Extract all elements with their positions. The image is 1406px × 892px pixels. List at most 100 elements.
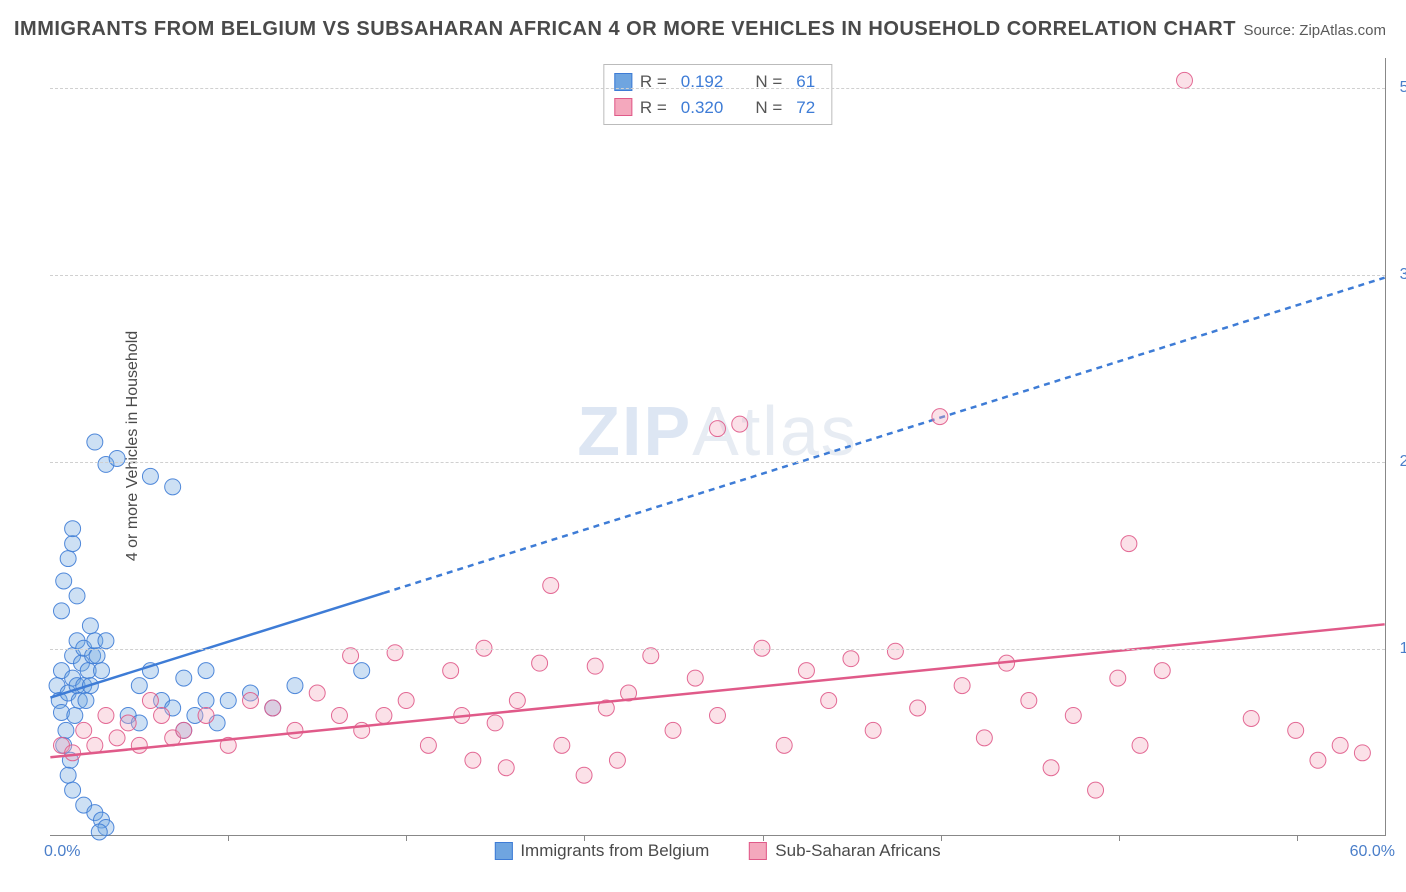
- x-minor-tick: [1119, 835, 1120, 841]
- legend-item-1: Immigrants from Belgium: [494, 841, 709, 861]
- scatter-point: [1088, 782, 1104, 798]
- x-minor-tick: [584, 835, 585, 841]
- scatter-point: [343, 648, 359, 664]
- scatter-point: [954, 678, 970, 694]
- scatter-point: [843, 651, 859, 667]
- ytick-label: 25.0%: [1400, 453, 1406, 471]
- r-label-2: R =: [640, 95, 667, 121]
- scatter-point: [89, 648, 105, 664]
- xtick-max: 60.0%: [1350, 843, 1395, 861]
- scatter-point: [420, 737, 436, 753]
- swatch-series2: [614, 98, 632, 116]
- bottom-legend: Immigrants from Belgium Sub-Saharan Afri…: [494, 841, 940, 861]
- scatter-point: [710, 421, 726, 437]
- scatter-point: [220, 693, 236, 709]
- scatter-point: [354, 663, 370, 679]
- x-minor-tick: [228, 835, 229, 841]
- stats-row-series1: R = 0.192 N = 61: [614, 69, 821, 95]
- scatter-point: [56, 573, 72, 589]
- scatter-point: [1021, 693, 1037, 709]
- scatter-point: [198, 663, 214, 679]
- scatter-point: [331, 707, 347, 723]
- scatter-point: [142, 468, 158, 484]
- scatter-point: [609, 752, 625, 768]
- scatter-point: [98, 633, 114, 649]
- scatter-point: [78, 693, 94, 709]
- scatter-point: [65, 536, 81, 552]
- scatter-point: [1043, 760, 1059, 776]
- scatter-point: [1065, 707, 1081, 723]
- scatter-point: [131, 737, 147, 753]
- r-value-1: 0.192: [681, 69, 724, 95]
- scatter-point: [87, 737, 103, 753]
- scatter-point: [776, 737, 792, 753]
- ytick-label: 50.0%: [1400, 79, 1406, 97]
- scatter-point: [976, 730, 992, 746]
- scatter-point: [710, 707, 726, 723]
- legend-label-2: Sub-Saharan Africans: [775, 841, 940, 861]
- scatter-point: [109, 730, 125, 746]
- scatter-point: [65, 782, 81, 798]
- scatter-point: [465, 752, 481, 768]
- n-label-1: N =: [755, 69, 782, 95]
- scatter-point: [154, 707, 170, 723]
- scatter-point: [176, 722, 192, 738]
- stats-row-series2: R = 0.320 N = 72: [614, 95, 821, 121]
- n-value-2: 72: [796, 95, 815, 121]
- scatter-point: [91, 824, 107, 840]
- scatter-point: [1310, 752, 1326, 768]
- gridline-h: [50, 462, 1385, 463]
- scatter-point: [60, 551, 76, 567]
- scatter-point: [487, 715, 503, 731]
- stats-legend-box: R = 0.192 N = 61 R = 0.320 N = 72: [603, 64, 832, 125]
- scatter-point: [87, 434, 103, 450]
- scatter-point: [1132, 737, 1148, 753]
- scatter-point: [176, 670, 192, 686]
- scatter-point: [109, 450, 125, 466]
- x-minor-tick: [941, 835, 942, 841]
- n-value-1: 61: [796, 69, 815, 95]
- scatter-point: [98, 707, 114, 723]
- scatter-point: [932, 409, 948, 425]
- scatter-point: [76, 722, 92, 738]
- ytick-label: 37.5%: [1400, 266, 1406, 284]
- scatter-svg: [50, 58, 1385, 835]
- scatter-point: [732, 416, 748, 432]
- source-attribution: Source: ZipAtlas.com: [1243, 22, 1386, 39]
- scatter-point: [643, 648, 659, 664]
- scatter-point: [443, 663, 459, 679]
- chart-title: IMMIGRANTS FROM BELGIUM VS SUBSAHARAN AF…: [14, 18, 1236, 41]
- scatter-point: [198, 693, 214, 709]
- scatter-point: [67, 707, 83, 723]
- scatter-point: [910, 700, 926, 716]
- scatter-point: [94, 663, 110, 679]
- scatter-point: [865, 722, 881, 738]
- scatter-point: [131, 678, 147, 694]
- scatter-point: [120, 715, 136, 731]
- scatter-point: [687, 670, 703, 686]
- scatter-point: [576, 767, 592, 783]
- scatter-point: [287, 678, 303, 694]
- x-minor-tick: [763, 835, 764, 841]
- xtick-min: 0.0%: [44, 843, 80, 861]
- scatter-point: [587, 658, 603, 674]
- scatter-point: [65, 745, 81, 761]
- scatter-point: [665, 722, 681, 738]
- legend-label-1: Immigrants from Belgium: [520, 841, 709, 861]
- scatter-point: [498, 760, 514, 776]
- scatter-point: [821, 693, 837, 709]
- scatter-point: [1121, 536, 1137, 552]
- trend-line-dashed: [384, 278, 1385, 593]
- scatter-point: [58, 722, 74, 738]
- scatter-point: [287, 722, 303, 738]
- scatter-point: [82, 618, 98, 634]
- scatter-point: [309, 685, 325, 701]
- scatter-point: [69, 588, 85, 604]
- r-label-1: R =: [640, 69, 667, 95]
- scatter-point: [532, 655, 548, 671]
- x-minor-tick: [1297, 835, 1298, 841]
- scatter-point: [376, 707, 392, 723]
- scatter-point: [265, 700, 281, 716]
- scatter-point: [1288, 722, 1304, 738]
- scatter-point: [1154, 663, 1170, 679]
